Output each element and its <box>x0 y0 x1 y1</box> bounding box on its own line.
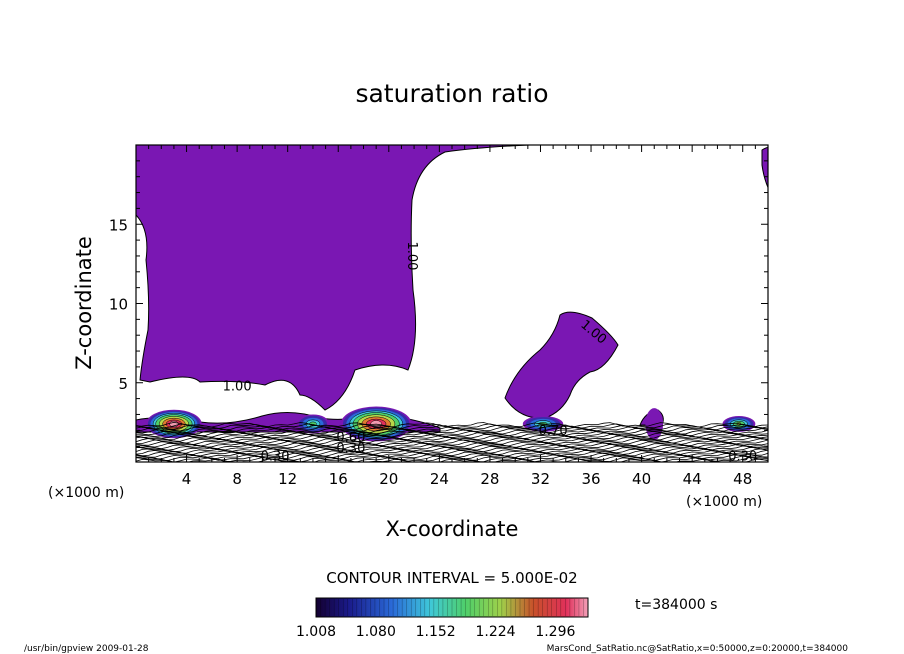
footer-right: MarsCond_SatRatio.nc@SatRatio,x=0:50000,… <box>547 644 849 654</box>
colorbar-stripes <box>320 599 584 616</box>
y-tick-label: 10 <box>109 296 128 314</box>
contour-line <box>136 446 768 453</box>
contour-line <box>136 439 768 446</box>
contour-line <box>136 445 768 451</box>
colorbar-tick-label: 1.008 <box>296 624 336 640</box>
x-tick-label: 20 <box>379 470 398 488</box>
y-tick-label: 15 <box>109 216 128 234</box>
y-axis-label: Z-coordinate <box>72 236 96 370</box>
x-tick-label: 32 <box>531 470 550 488</box>
x-tick-label: 8 <box>232 470 242 488</box>
x-tick-label: 40 <box>632 470 651 488</box>
x-tick-label: 36 <box>581 470 600 488</box>
time-text: t=384000 s <box>635 597 717 613</box>
contour-label: 1.00 <box>404 241 419 270</box>
x-tick-label: 16 <box>329 470 348 488</box>
contour-line <box>136 454 768 460</box>
colorbar-tick-label: 1.080 <box>356 624 396 640</box>
saturated-region-blob <box>504 311 619 419</box>
contour-label: 0.30 <box>261 449 290 464</box>
colorbar-labels: 1.008 1.080 1.152 1.224 1.296 <box>296 624 576 640</box>
x-tick-label: 48 <box>733 470 752 488</box>
contour-line <box>136 423 768 429</box>
contour-line <box>136 435 768 441</box>
footer-left: /usr/bin/gpview 2009-01-28 <box>24 644 149 654</box>
chart-title: saturation ratio <box>355 79 548 108</box>
contour-interval-text: CONTOUR INTERVAL = 5.000E-02 <box>326 569 577 587</box>
contour-line <box>136 433 768 440</box>
contour-label: 0.70 <box>539 424 568 439</box>
colorbar-tick-label: 1.296 <box>535 624 575 640</box>
x-unit-right: (×1000 m) <box>686 494 762 510</box>
colorbar-tick-label: 1.224 <box>475 624 515 640</box>
saturated-region-right-edge <box>761 147 768 189</box>
contour-line <box>136 443 768 450</box>
y-tick-label: 5 <box>118 375 128 393</box>
y-axis: 5 10 15 <box>109 144 768 463</box>
x-tick-label: 12 <box>278 470 297 488</box>
colorbar-tick-label: 1.152 <box>416 624 456 640</box>
plot-area: 1.001.001.000.600.300.700.30 0.30 <box>136 145 768 464</box>
x-tick-label: 24 <box>430 470 449 488</box>
x-unit-left: (×1000 m) <box>48 485 124 501</box>
x-axis-label: X-coordinate <box>386 517 519 541</box>
contour-line <box>136 421 768 428</box>
contour-label: 0.30 <box>336 441 365 456</box>
contour-line <box>136 426 768 432</box>
contour-label: 1.00 <box>223 380 252 395</box>
contour-line <box>136 451 768 457</box>
x-tick-label: 28 <box>480 470 499 488</box>
saturated-region-left <box>136 145 531 411</box>
x-tick-label: 4 <box>182 470 192 488</box>
x-axis: 4 8 12 16 20 24 28 32 36 40 44 48 <box>135 145 769 488</box>
x-tick-label: 44 <box>683 470 702 488</box>
contour-label: 0.60 <box>336 430 365 445</box>
